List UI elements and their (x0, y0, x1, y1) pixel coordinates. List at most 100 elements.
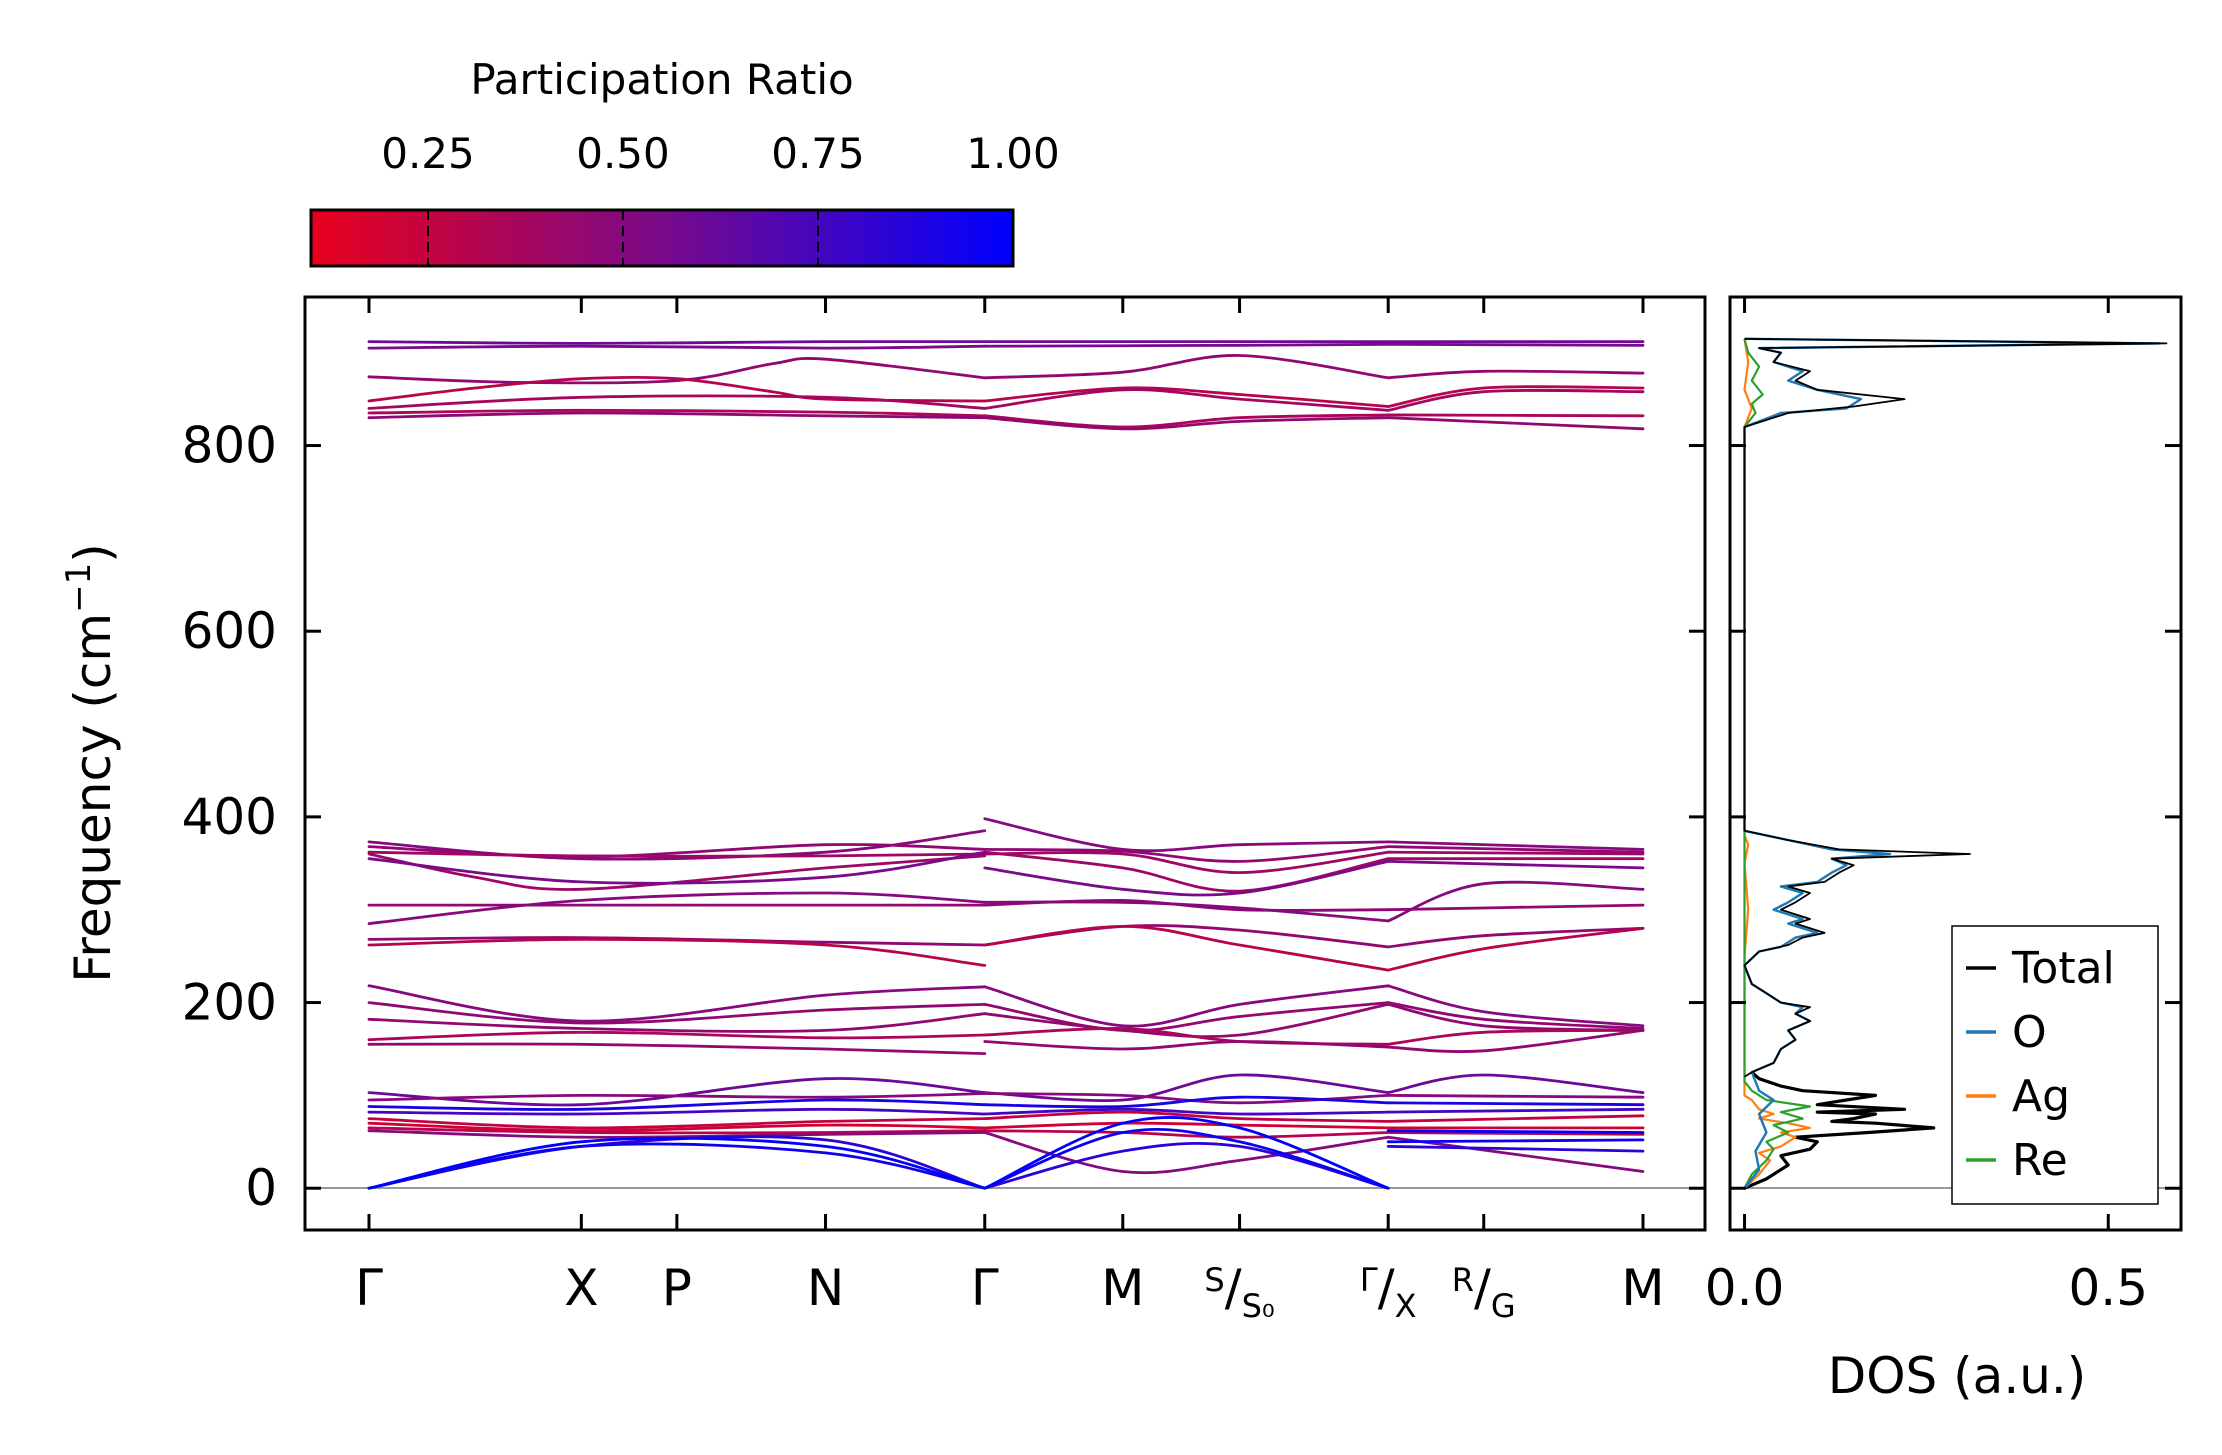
phonon-band (983, 416, 1390, 431)
legend-label: Re (2012, 1135, 2068, 1186)
phonon-band (983, 1116, 1390, 1190)
legend-label: O (2012, 1007, 2047, 1058)
phonon-band (1386, 1135, 1645, 1173)
phonon-band (983, 1129, 1390, 1139)
phonon-band (983, 1127, 1390, 1190)
dos-line-ag (1743, 338, 1812, 1189)
colorbar-ticks: 0.25 0.50 0.75 1.00 (381, 129, 1060, 266)
phonon-band (367, 1042, 987, 1055)
phonon-band (1386, 1094, 1645, 1099)
legend-box (1951, 925, 2159, 1205)
phonon-band (983, 845, 1390, 863)
phonon-band (983, 1026, 1390, 1046)
phonon-band (367, 850, 987, 885)
kpoint-axis-ticks: Γ X P N Γ M S/S₀ Γ/X R/G M (355, 297, 1665, 1325)
colorbar: Participation Ratio 0.25 0.50 0.75 1.00 (309, 55, 1060, 268)
kpoint-label: N (807, 1259, 844, 1317)
dos-line-total (1743, 337, 2168, 1078)
phonon-band (983, 354, 1390, 380)
phonon-band (367, 1092, 987, 1102)
y-tick-label: 400 (182, 788, 277, 846)
phonon-bands (367, 340, 1645, 1190)
phonon-band (983, 850, 1390, 875)
phonon-band (1386, 369, 1645, 380)
legend: Total O Ag Re (1951, 925, 2159, 1205)
dos-x-tick-label: 0.5 (2068, 1259, 2148, 1317)
phonon-band (983, 984, 1390, 1028)
kpoint-label: Γ (355, 1259, 383, 1317)
y-tick-label: 200 (182, 974, 277, 1032)
phonon-band (1386, 860, 1645, 870)
dos-line-re (1743, 338, 1812, 1189)
phonon-band (1386, 1129, 1645, 1134)
phonon-band (367, 984, 987, 1023)
kpoint-label: M (1621, 1259, 1664, 1317)
phonon-band (983, 860, 1390, 897)
phonon-band (367, 340, 987, 345)
colorbar-tick-label: 1.00 (966, 129, 1060, 178)
phonon-band (367, 1126, 987, 1135)
phonon-band (1386, 1138, 1645, 1144)
phonon-band (1386, 984, 1645, 1028)
phonon-band (983, 1121, 1390, 1130)
y-tick-label: 800 (182, 417, 277, 475)
colorbar-tick-label: 0.75 (771, 129, 865, 178)
frequency-axis-label: Frequency (cm−1) (59, 543, 122, 983)
phonon-band (1386, 1145, 1645, 1153)
phonon-band (1386, 926, 1645, 949)
phonon-band (367, 357, 987, 385)
phonon-band (367, 375, 987, 403)
kpoint-label: X (564, 1259, 598, 1317)
y-tick-label: 0 (245, 1159, 277, 1217)
phonon-band (1386, 850, 1645, 856)
y-tick-label: 600 (182, 602, 277, 660)
phonon-band (1386, 385, 1645, 408)
phonon-band (983, 386, 1390, 408)
phonon-band (367, 937, 987, 967)
phonon-band (1386, 1029, 1645, 1046)
dos-axis-ticks: 0.0 0.5 (1705, 297, 2181, 1317)
dos-panel: 0.0 0.5 DOS (a.u.) Total O Ag Re (1705, 295, 2183, 1405)
phonon-band (1386, 1101, 1645, 1107)
colorbar-tick-label: 0.25 (381, 129, 475, 178)
phonon-band (367, 1077, 987, 1107)
phonon-band (983, 1110, 1390, 1123)
phonon-band (367, 1107, 987, 1116)
phonon-band (983, 1095, 1390, 1109)
colorbar-title: Participation Ratio (470, 55, 853, 104)
phonon-band (367, 1098, 987, 1111)
frequency-axis-ticks: 0 200 400 600 800 (182, 417, 1705, 1217)
dos-axis-label: DOS (a.u.) (1828, 1347, 2087, 1405)
phonon-band (983, 900, 1390, 923)
phonon-band (983, 817, 1390, 853)
dos-frame (1728, 295, 2183, 1232)
phonon-band (367, 1129, 987, 1139)
colorbar-gradient (309, 208, 1015, 268)
phonon-band (367, 411, 987, 420)
kpoint-label: S/S₀ (1204, 1259, 1274, 1325)
phonon-band (983, 342, 1390, 348)
phonon-band (367, 1001, 987, 1025)
kpoint-label: Γ/X (1360, 1259, 1417, 1325)
phonon-band (983, 1073, 1390, 1102)
phonon-band (983, 1107, 1390, 1116)
phonon-band (983, 1040, 1390, 1051)
phonon-band (367, 408, 987, 418)
phonon-band (1386, 1001, 1645, 1030)
kpoint-label: M (1101, 1259, 1144, 1317)
dos-series (1743, 337, 2168, 1190)
phonon-band (1386, 388, 1645, 412)
band-structure-panel: 0 200 400 600 800 Γ X P N Γ M S/S₀ Γ/X R/G M Frequenc… (59, 295, 1707, 1325)
kpoint-label: Γ (971, 1259, 999, 1317)
phonon-band (367, 852, 987, 891)
phonon-band (1386, 1029, 1645, 1053)
legend-label: Ag (2012, 1071, 2070, 1122)
phonon-band (983, 1131, 1390, 1175)
kpoint-label: R/G (1452, 1259, 1516, 1325)
phonon-band (1386, 845, 1645, 854)
phonon-band (1386, 926, 1645, 972)
phonon-band (1386, 1073, 1645, 1094)
phonon-band (1386, 840, 1645, 851)
phonon-band (1386, 903, 1645, 912)
